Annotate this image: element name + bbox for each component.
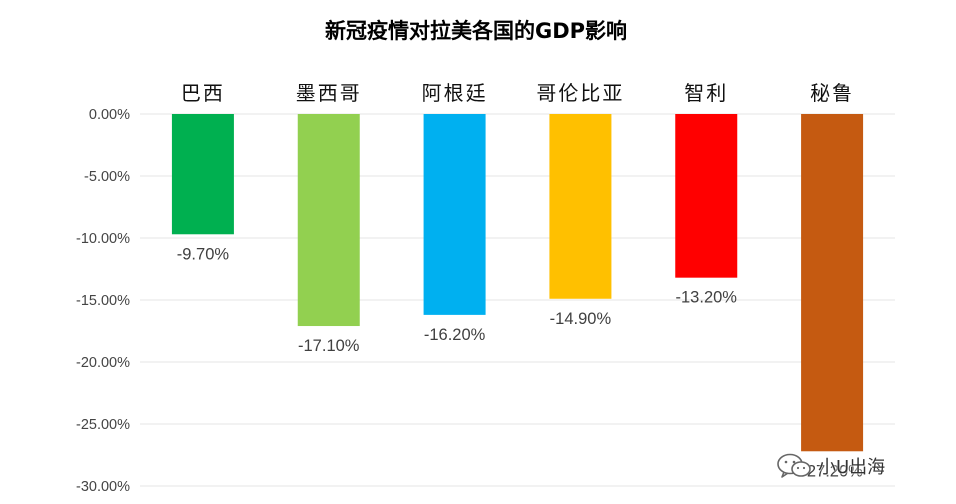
- bar: [801, 114, 864, 452]
- watermark: 小U出海: [776, 446, 956, 486]
- bars: [171, 114, 864, 452]
- gridlines: [140, 113, 895, 487]
- wechat-icon: [777, 453, 811, 478]
- category-labels: 巴西 墨西哥 阿根廷 哥伦比亚 智利 秘鲁: [181, 81, 854, 105]
- y-tick-label: 0.00%: [89, 107, 130, 123]
- category-label: 智利: [684, 81, 728, 105]
- bar: [423, 114, 486, 315]
- bar: [675, 114, 738, 278]
- bar: [549, 114, 612, 299]
- y-tick-label: -5.00%: [84, 169, 130, 185]
- bar: [171, 114, 234, 235]
- category-label: 墨西哥: [296, 81, 362, 105]
- data-label: -14.90%: [550, 310, 612, 328]
- y-tick-label: -25.00%: [76, 417, 130, 433]
- data-label: -13.20%: [676, 289, 738, 307]
- data-label: -9.70%: [177, 245, 230, 263]
- y-tick-label: -15.00%: [76, 293, 130, 309]
- y-tick-label: -30.00%: [76, 479, 130, 495]
- bar: [297, 114, 360, 327]
- category-label: 秘鲁: [810, 81, 854, 105]
- category-label: 哥伦比亚: [536, 81, 624, 105]
- y-tick-label: -10.00%: [76, 231, 130, 247]
- y-axis-tick-labels: 0.00% -5.00% -10.00% -15.00% -20.00% -25.00% -…: [76, 107, 130, 495]
- y-tick-label: -20.00%: [76, 355, 130, 371]
- data-label: -16.20%: [424, 326, 486, 344]
- category-label: 阿根廷: [422, 81, 488, 105]
- chart-title: 新冠疫情对拉美各国的GDP影响: [325, 19, 627, 43]
- category-label: 巴西: [181, 81, 225, 105]
- data-labels: -9.70% -17.10% -16.20% -14.90% -13.20% -27.20…: [177, 245, 863, 480]
- data-label: -27.20%: [801, 462, 863, 480]
- watermark-text: 小U出海: [818, 457, 886, 478]
- data-label: -17.10%: [298, 337, 360, 355]
